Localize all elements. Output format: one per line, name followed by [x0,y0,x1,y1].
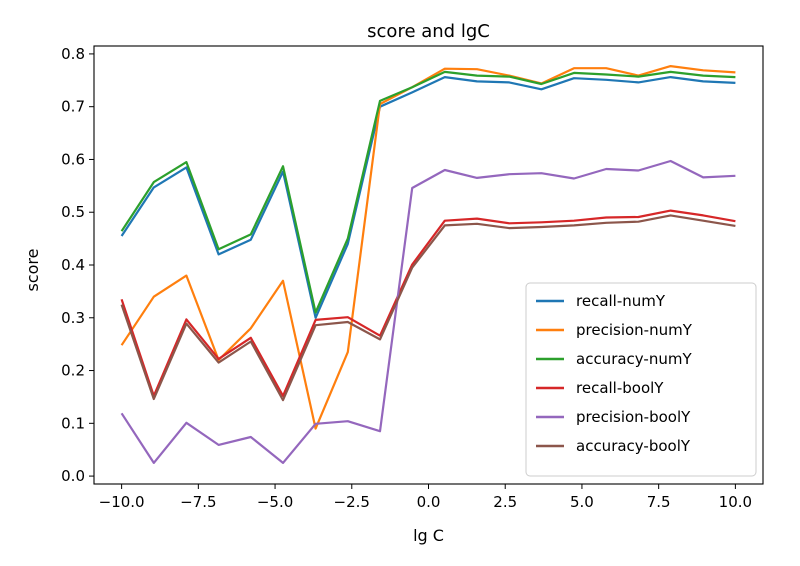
x-tick-label: −5.0 [257,493,293,511]
legend-label: recall-numY [576,292,666,310]
plot-frame [93,45,764,485]
legend-label: precision-boolY [576,408,691,426]
series-line-accuracy-numY [120,70,736,314]
y-tick-label: 0.1 [61,414,85,432]
x-tick-label: −10.0 [99,493,145,511]
series-line-recall-boolY [120,209,736,397]
y-axis-label: score [23,249,42,292]
y-tick-label: 0.8 [61,45,85,63]
y-tick-label: 0.4 [61,256,85,274]
series-line-accuracy-boolY [120,214,736,402]
x-axis-label: lg C [413,526,444,545]
series-line-recall-numY [120,75,736,319]
legend-label: recall-boolY [576,379,664,397]
x-tick-label: 2.5 [493,493,517,511]
y-tick-label: 0.6 [61,150,85,168]
y-tick-label: 0.7 [61,98,85,116]
series-line-precision-boolY [120,159,736,464]
legend-box [525,282,757,477]
legend-label: accuracy-numY [576,350,692,368]
x-tick-label: 5.0 [570,493,594,511]
legend-label: precision-numY [576,321,693,339]
chart-title: score and lgC [367,21,490,42]
plot-area [120,64,736,464]
x-axis: −10.0 −7.5 −5.0 −2.5 0.0 2.5 5.0 7.5 10.0 [99,484,752,511]
legend: recall-numY precision-numY accuracy-numY re… [525,282,757,477]
x-tick-label: −2.5 [334,493,370,511]
x-tick-label: 0.0 [417,493,441,511]
legend-label: accuracy-boolY [576,437,691,455]
y-axis: 0.0 0.1 0.2 0.3 0.4 0.5 0.6 0.7 0.8 [61,45,94,485]
y-tick-label: 0.5 [61,203,85,221]
y-tick-label: 0.2 [61,362,85,380]
y-tick-label: 0.3 [61,309,85,327]
y-tick-label: 0.0 [61,467,85,485]
x-tick-label: −7.5 [180,493,216,511]
x-tick-label: 7.5 [647,493,671,511]
x-tick-label: 10.0 [719,493,752,511]
